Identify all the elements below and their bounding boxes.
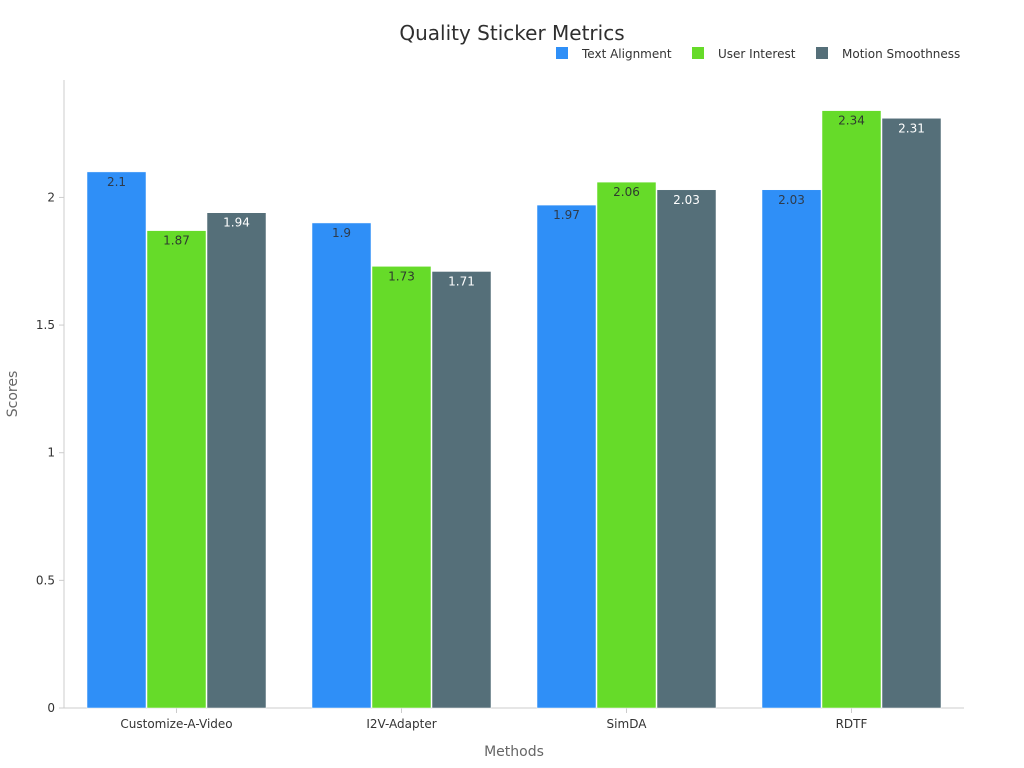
legend-label[interactable]: User Interest — [718, 47, 796, 61]
legend-swatch — [816, 47, 828, 59]
bar-motion-smoothness[interactable] — [206, 212, 267, 709]
data-label: 1.97 — [553, 208, 580, 222]
y-ticks: 0 0.5 1 1.5 2 — [36, 190, 64, 715]
legend-label[interactable]: Motion Smoothness — [842, 47, 960, 61]
bar-user-interest[interactable] — [146, 230, 207, 709]
x-ticks: Customize-A-Video I2V-Adapter SimDA RDTF — [120, 708, 868, 731]
bar-text-alignment[interactable] — [536, 204, 597, 709]
bar-text-alignment[interactable] — [86, 171, 147, 709]
y-tick-label: 1.5 — [36, 318, 55, 332]
x-tick-label: SimDA — [607, 717, 648, 731]
x-tick-label: RDTF — [836, 717, 868, 731]
plot-area: 0 0.5 1 1.5 2 Customize-A-Video I2V-Adapter Si… — [36, 80, 964, 731]
bar-motion-smoothness[interactable] — [656, 189, 717, 709]
data-label: 1.87 — [163, 234, 190, 248]
y-tick-label: 0.5 — [36, 573, 55, 587]
data-label: 2.34 — [838, 114, 865, 128]
legend-label[interactable]: Text Alignment — [581, 47, 672, 61]
data-label: 1.71 — [448, 274, 475, 288]
x-tick-label: I2V-Adapter — [366, 717, 436, 731]
bar-text-alignment[interactable] — [311, 222, 372, 709]
x-tick-label: Customize-A-Video — [120, 717, 232, 731]
data-label: 2.31 — [898, 121, 925, 135]
chart-title: Quality Sticker Metrics — [399, 21, 624, 45]
y-tick-label: 1 — [47, 446, 55, 460]
bar-user-interest[interactable] — [596, 181, 657, 709]
data-label: 2.03 — [673, 193, 700, 207]
legend-swatch — [692, 47, 704, 59]
y-tick-label: 0 — [47, 701, 55, 715]
data-label: 1.73 — [388, 269, 415, 283]
data-labels: 2.1 1.87 1.94 1.9 1.73 1.71 1.97 2.06 2.03 2.03 2.… — [107, 114, 925, 289]
data-label: 2.06 — [613, 185, 640, 199]
data-label: 2.1 — [107, 175, 126, 189]
bar-user-interest[interactable] — [371, 266, 432, 709]
data-label: 1.94 — [223, 216, 250, 230]
legend: Text Alignment User Interest Motion Smooth… — [556, 47, 960, 61]
legend-swatch — [556, 47, 568, 59]
data-label: 1.9 — [332, 226, 351, 240]
bar-motion-smoothness[interactable] — [431, 271, 492, 709]
y-axis-title: Scores — [5, 371, 21, 418]
x-axis-title: Methods — [484, 744, 544, 760]
data-label: 2.03 — [778, 193, 805, 207]
bar-user-interest[interactable] — [821, 110, 882, 709]
bar-text-alignment[interactable] — [761, 189, 822, 709]
y-tick-label: 2 — [47, 190, 55, 204]
bars — [86, 110, 942, 709]
bar-motion-smoothness[interactable] — [881, 118, 942, 709]
